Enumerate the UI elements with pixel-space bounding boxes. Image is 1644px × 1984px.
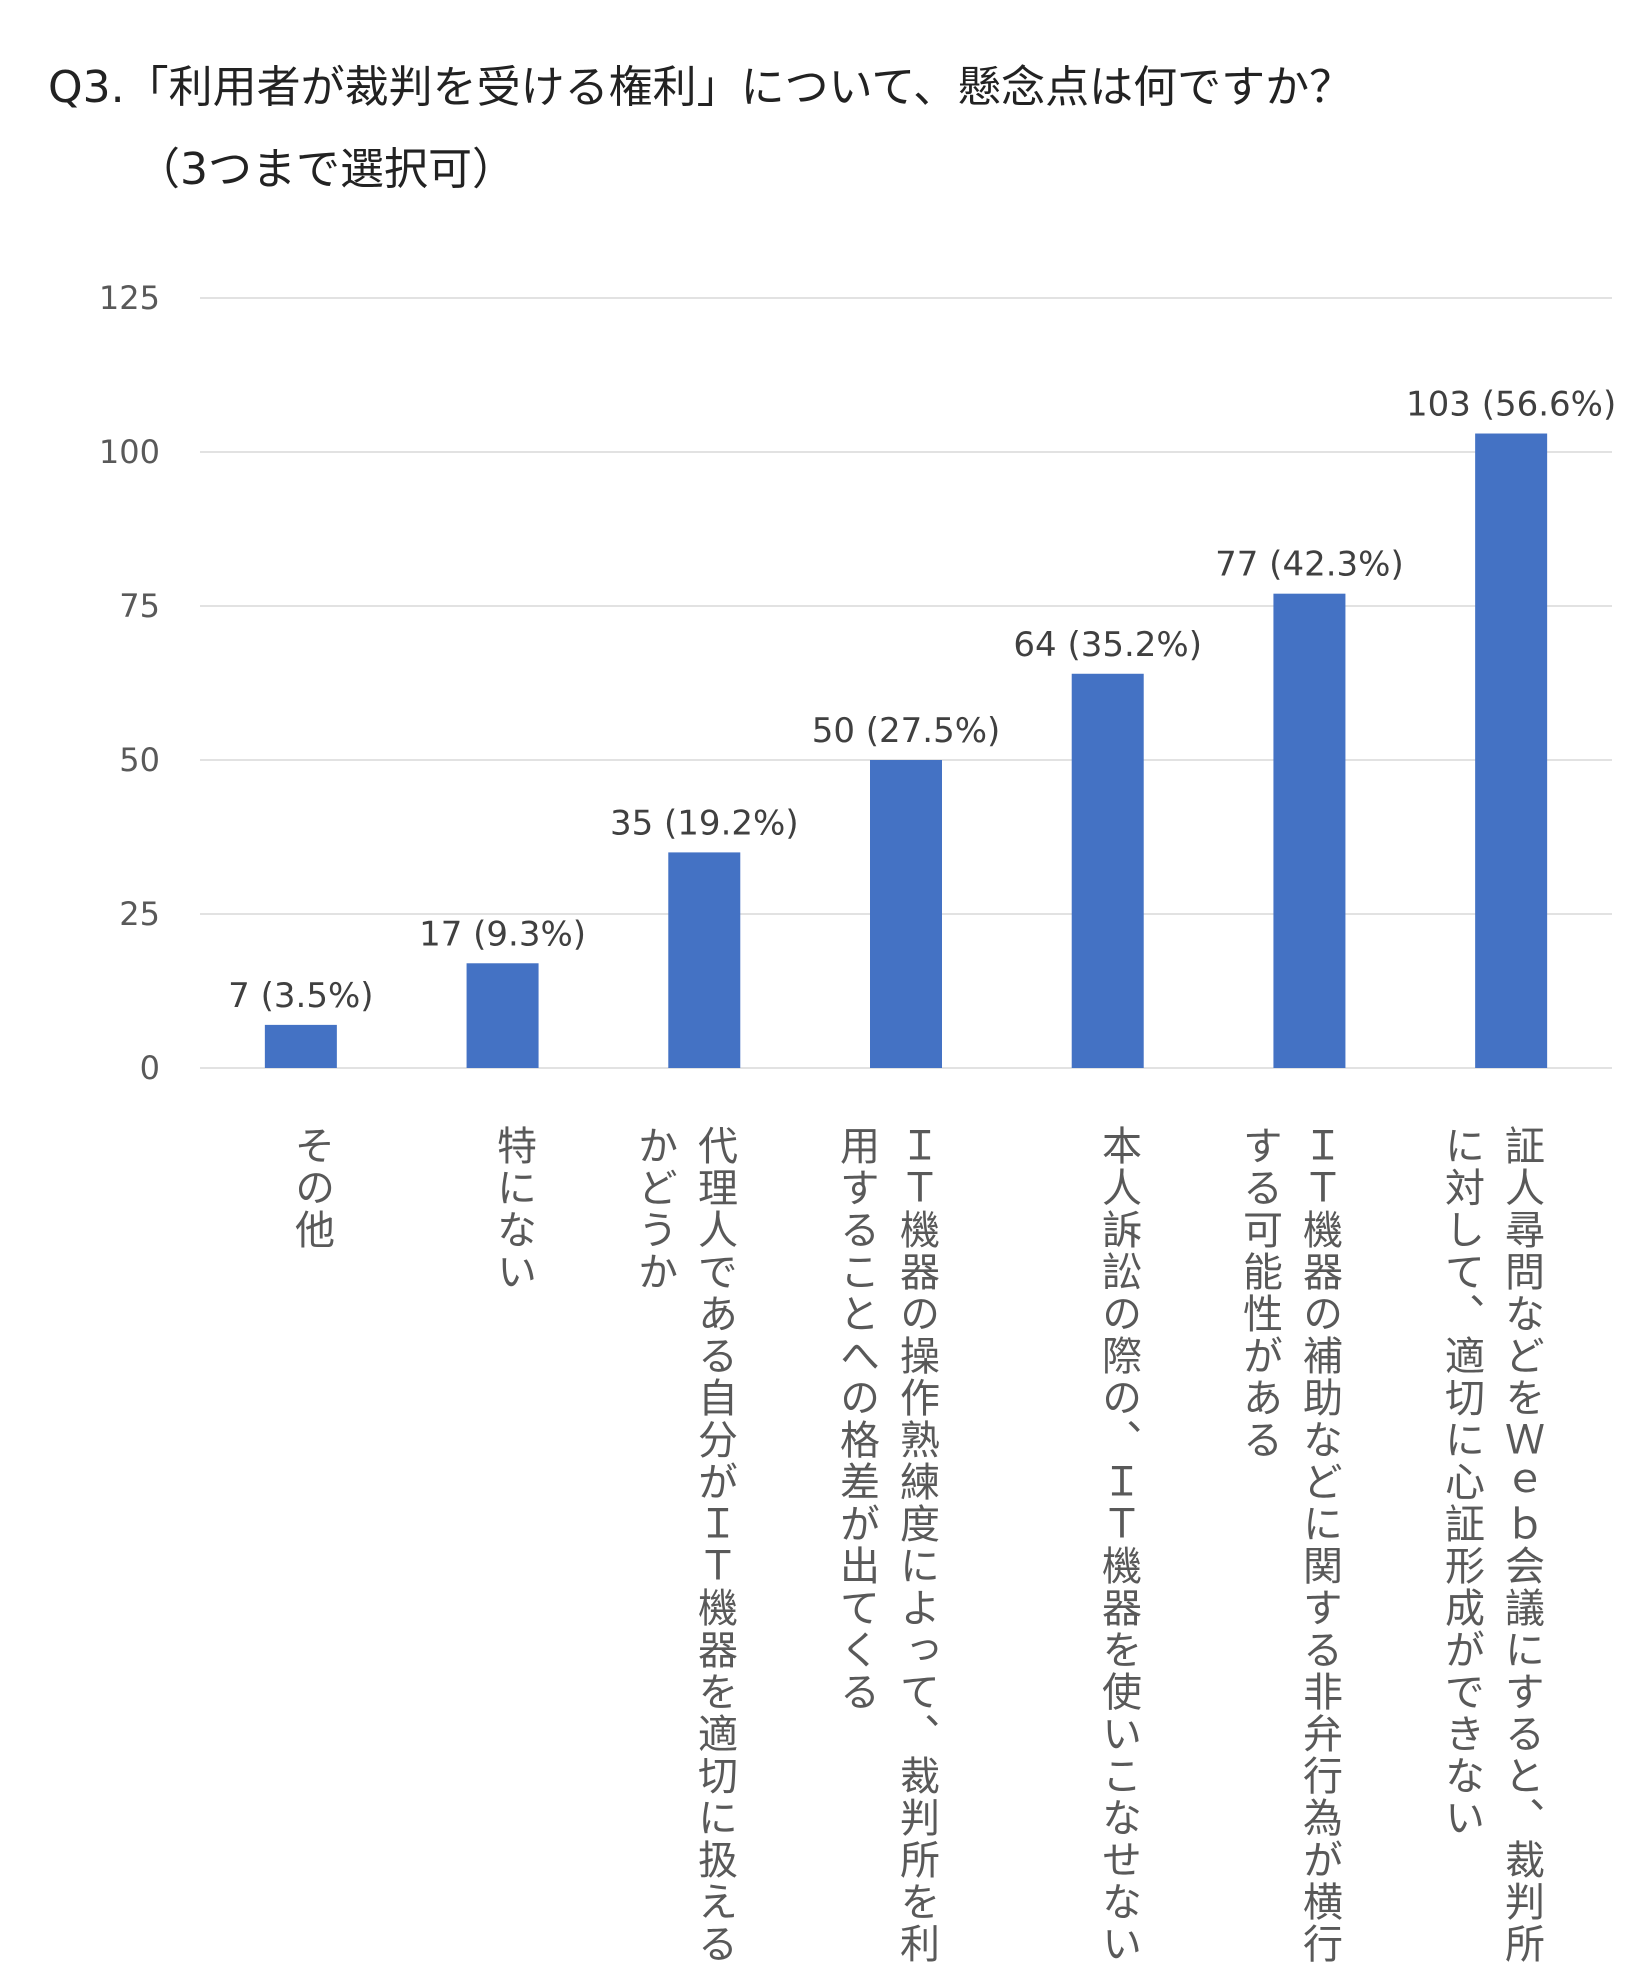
data-label: 35 (19.2%) xyxy=(610,803,799,843)
y-tick-label: 50 xyxy=(119,741,160,779)
data-label: 50 (27.5%) xyxy=(812,711,1001,751)
bars xyxy=(264,433,1548,1068)
bar xyxy=(870,760,942,1068)
x-tick-label: 特にない xyxy=(490,1125,536,1293)
x-tick-label: 本人訴訟の際の、ＩＴ機器を使いこなせない xyxy=(1095,1125,1141,1965)
x-tick-label: ＩＴ機器の補助などに関する非弁行為が横行する可能性がある xyxy=(1236,1125,1342,1965)
y-tick-label: 100 xyxy=(99,433,160,471)
bar xyxy=(264,1024,337,1068)
y-tick-label: 125 xyxy=(99,279,160,317)
data-label: 17 (9.3%) xyxy=(419,914,586,954)
bar xyxy=(1071,673,1144,1068)
data-label: 103 (56.6%) xyxy=(1406,385,1616,425)
bar xyxy=(1475,433,1548,1068)
chart-subtitle: （3つまで選択可） xyxy=(136,144,516,195)
y-tick-label: 0 xyxy=(140,1049,160,1087)
data-label: 7 (3.5%) xyxy=(228,976,373,1016)
data-label: 64 (35.2%) xyxy=(1013,625,1202,665)
x-tick-label: その他 xyxy=(288,1125,334,1251)
bar xyxy=(668,852,741,1068)
data-labels: 7 (3.5%) 17 (9.3%) 35 (19.2%) 50 (27.5%) 64 … xyxy=(228,385,1616,1016)
x-tick-label: 代理人である自分がＩＴ機器を適切に扱えるかどうか xyxy=(631,1125,737,1965)
y-tick-label: 75 xyxy=(119,587,160,625)
chart-title: Q3.「利用者が裁判を受ける権利」について、懸念点は何ですか？ xyxy=(48,62,1354,113)
x-tick-label: ＩＴ機器の操作熟練度によって、裁判所を利用することへの格差が出てくる xyxy=(833,1125,939,1965)
y-axis-ticks: 0 25 50 75 100 125 xyxy=(99,279,160,1087)
x-tick-label: 証人尋問などをＷｅｂ会議にすると、裁判所に対して、適切に心証形成ができない xyxy=(1438,1125,1544,1965)
bar xyxy=(1273,593,1346,1068)
data-label: 77 (42.3%) xyxy=(1215,545,1404,585)
y-tick-label: 25 xyxy=(119,895,160,933)
bar xyxy=(466,963,539,1068)
bar-chart: 0 25 50 75 100 125 7 (3.5%) 17 (9.3%) 35 (19.2%… xyxy=(99,279,1616,1087)
